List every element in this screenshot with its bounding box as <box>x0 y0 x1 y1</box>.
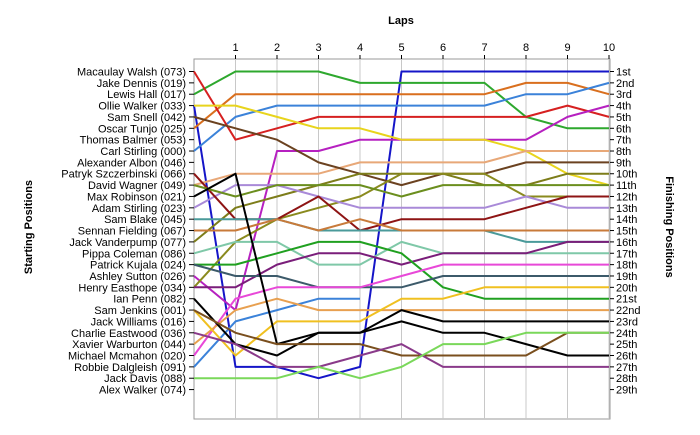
starting-position-label: Pippa Coleman (086) <box>82 248 186 260</box>
driver-position-line <box>193 115 609 187</box>
starting-position-label: Charlie Eastwood (036) <box>71 328 186 340</box>
driver-position-line <box>193 331 609 368</box>
starting-position-label: Robbie Dalgleish (091) <box>74 362 186 374</box>
starting-position-label: Alexander Albon (046) <box>77 157 186 169</box>
finishing-position-label: 23rd <box>616 316 638 328</box>
starting-position-label: Macaulay Walsh (073) <box>77 67 186 79</box>
finishing-position-label: 20th <box>616 282 637 294</box>
finishing-position-label: 10th <box>616 169 637 181</box>
driver-position-line <box>193 70 609 130</box>
finishing-position-label: 5th <box>616 112 631 124</box>
starting-position-label: Lewis Hall (017) <box>107 89 186 101</box>
driver-position-line <box>194 240 609 289</box>
starting-position-label: Carl Stirling (000) <box>100 146 186 158</box>
starting-position-label: Ian Penn (082) <box>113 294 186 306</box>
driver-position-line <box>193 70 609 380</box>
starting-position-label: Thomas Balmer (053) <box>80 135 186 147</box>
finishing-position-label: 18th <box>616 260 637 272</box>
starting-position-label: Jack Vanderpump (077) <box>69 237 186 249</box>
x-tick-label: 2 <box>274 42 280 54</box>
starting-position-label: Ashley Sutton (026) <box>89 271 186 283</box>
driver-position-line <box>193 286 609 357</box>
driver-position-line <box>193 70 610 141</box>
starting-position-label: David Wagner (049) <box>88 180 186 192</box>
starting-position-label: Jack Williams (016) <box>91 316 186 328</box>
x-tick-label: 5 <box>398 42 404 54</box>
finishing-position-label: 25th <box>616 339 637 351</box>
x-tick-label: 9 <box>564 42 570 54</box>
starting-position-label: Max Robinson (021) <box>87 191 186 203</box>
driver-position-line <box>194 218 609 232</box>
finishing-position-label: 2nd <box>616 78 634 90</box>
driver-position-line <box>193 150 609 187</box>
starting-position-label: Oscar Tunjo (025) <box>98 123 186 135</box>
finishing-position-label: 27th <box>616 362 637 374</box>
finishing-position-label: 21st <box>616 294 637 306</box>
starting-position-label: Xavier Warburton (044) <box>72 339 186 351</box>
y-axis-title-left: Starting Positions <box>23 180 35 274</box>
starting-position-label: Adam Stirling (023) <box>92 203 186 215</box>
starting-position-label: Sam Snell (042) <box>107 112 186 124</box>
x-axis-title: Laps <box>388 15 414 27</box>
starting-position-label: Jack Davis (088) <box>104 373 186 385</box>
driver-position-line <box>193 81 610 130</box>
driver-position-line <box>193 240 609 266</box>
driver-position-line <box>194 331 609 380</box>
x-tick-label: 7 <box>481 42 487 54</box>
finishing-position-label: 15th <box>616 226 637 238</box>
finishing-position-label: 6th <box>616 123 631 135</box>
starting-position-label: Ollie Walker (033) <box>98 101 186 113</box>
starting-position-label: Sennan Fielding (067) <box>78 226 186 238</box>
starting-position-label: Henry Easthope (034) <box>78 282 186 294</box>
x-tick-label: 10 <box>603 42 615 54</box>
finishing-position-label: 22nd <box>616 305 640 317</box>
finishing-position-label: 7th <box>616 135 631 147</box>
finishing-position-label: 16th <box>616 237 637 249</box>
driver-position-line <box>193 263 609 289</box>
finishing-position-label: 3rd <box>616 89 632 101</box>
driver-position-line <box>193 184 609 209</box>
driver-position-line <box>193 309 609 357</box>
finishing-position-label: 8th <box>616 146 631 158</box>
starting-position-label: Sam Jenkins (001) <box>94 305 186 317</box>
driver-position-line <box>194 240 609 300</box>
x-tick-label: 1 <box>232 42 238 54</box>
finishing-position-label: 4th <box>616 101 631 113</box>
x-tick-label: 8 <box>523 42 529 54</box>
driver-position-line <box>193 81 610 152</box>
starting-position-label: Michael Mcmahon (020) <box>68 351 186 363</box>
finishing-position-label: 17th <box>616 248 637 260</box>
x-tick-label: 4 <box>357 42 363 54</box>
x-tick-label: 6 <box>440 42 446 54</box>
finishing-position-label: 29th <box>616 385 637 397</box>
finishing-position-label: 14th <box>616 214 637 226</box>
finishing-position-label: 11th <box>616 180 637 192</box>
starting-position-label: Jake Dennis (019) <box>97 78 186 90</box>
y-axis-title-right: Finishing Positions <box>663 176 675 277</box>
finishing-position-label: 28th <box>616 373 637 385</box>
driver-position-line <box>193 298 609 357</box>
finishing-position-label: 13th <box>616 203 637 215</box>
starting-position-label: Patrick Kujala (024) <box>90 260 186 272</box>
finishing-position-label: 1st <box>616 67 631 79</box>
driver-position-line <box>194 104 610 187</box>
finishing-position-label: 26th <box>616 351 637 363</box>
finishing-position-label: 12th <box>616 191 637 203</box>
finishing-position-label: 9th <box>616 157 631 169</box>
driver-position-line <box>193 297 360 368</box>
x-tick-label: 3 <box>315 42 321 54</box>
driver-position-line <box>193 172 609 288</box>
starting-position-label: Sam Blake (045) <box>104 214 186 226</box>
driver-position-line <box>193 184 609 198</box>
starting-position-label: Alex Walker (074) <box>99 385 186 397</box>
starting-position-label: Patryk Szczerbinski (066) <box>61 169 186 181</box>
finishing-position-label: 24th <box>616 328 637 340</box>
finishing-position-label: 19th <box>616 271 637 283</box>
